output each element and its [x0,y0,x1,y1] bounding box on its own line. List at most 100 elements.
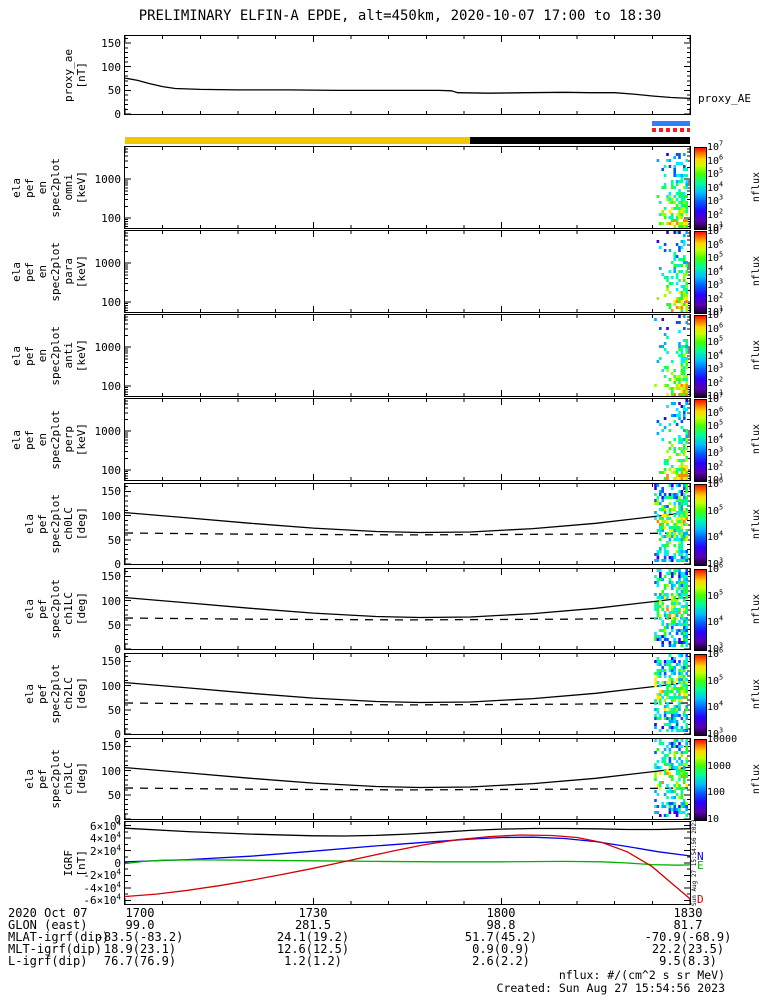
y-ticks [125,400,690,480]
colorbar-title: nflux [751,569,763,649]
y-tick-label: 100 [101,510,121,523]
y-axis-label-line: spec2plot [49,409,62,470]
panel-ch3lc [124,738,691,820]
y-tick-label: 0 [114,558,121,571]
y-axis-label-line: ela [23,599,36,619]
y-axis-label-line: pef [36,684,49,704]
series-loss-cone [125,511,690,534]
colorbar-tick-label: 101 [707,472,724,486]
ephemeris-value: 1.2(1.2) [284,954,342,968]
series-N [125,836,690,863]
y-tick-label: 100 [101,380,121,393]
series-loss-cone [125,681,690,704]
y-axis-label-line: ela [10,261,23,282]
time-tick-1730: 1730 [298,906,328,920]
y-axis-label-line: en [36,180,49,195]
time-tick-1700: 1700 [125,906,155,920]
colorbar-title: nflux [751,231,763,312]
colorbar-tick-label: 105 [707,250,724,264]
y-tick-label: 50 [107,789,121,802]
colorbar-tick-label: 100 [707,787,726,798]
y-tick-label: 0 [114,643,121,656]
y-tick-label: 100 [101,765,121,778]
y-ticks [125,316,690,396]
y-tick-label: 0 [114,728,121,741]
y-axis-label-line: spec2plot [49,749,62,809]
y-tick-label: 50 [107,534,121,547]
y-axis-label-line: spec2plot [49,241,62,302]
ephemeris-value: 76.7(76.9) [103,954,177,968]
colorbar-tick-label: 103 [707,641,724,655]
panel-igrf [124,821,691,905]
y-tick-label: 150 [101,37,121,50]
colorbar-tick-label: 106 [707,646,724,660]
colorbar-tick-label: 104 [707,699,724,713]
y-ticks [125,655,690,734]
y-tick-label: 100 [101,464,121,477]
y-ticks [125,825,690,901]
colorbar-tick-label: 103 [707,277,724,291]
colorbar-title-text: nflux [751,593,762,625]
colorbar-ch1lc [694,569,707,651]
created-timestamp: Created: Sun Aug 27 15:54:56 2023 [496,981,725,995]
colorbar-tick-label: 104 [707,348,724,362]
series-label-E: E [697,859,704,872]
colorbar-tick-label: 105 [707,588,724,602]
ephemeris-value: 12.6(12.5) [276,942,350,956]
y-tick-label: 50 [107,84,121,97]
series-loss-cone [125,766,690,789]
panel-en_omni [124,146,691,229]
y-tick-label: 150 [101,740,121,753]
ephemeris-value: 22.2(23.5) [651,942,725,956]
y-axis-label-line: ela [10,429,23,450]
series-anti-loss-cone [125,702,690,706]
x-ticks [125,654,690,734]
ephemeris-row-label: L-igrf(dip) [8,954,88,968]
ephemeris-value: 81.7 [673,918,703,932]
y-ticks [125,37,690,114]
y-axis-label-line: pef [23,429,36,450]
y-tick-label: 100 [101,296,121,309]
y-axis-label-line: spec2plot [49,664,62,724]
colorbar-tick-label: 105 [707,334,724,348]
panel-ch1lc [124,568,691,650]
colorbar-tick-label: 103 [707,193,724,207]
y-axis-label-line: pef [23,345,36,366]
colorbar-tick-label: 1000 [707,761,732,772]
colorbar-tick-label: 104 [707,529,724,543]
series-label-N: N [697,850,704,863]
colorbar-tick-label: 105 [707,418,724,432]
y-axis-label-line: pef [23,261,36,282]
colorbar-tick-label: 104 [707,264,724,278]
y-tick-label: 150 [101,655,121,668]
orbit-bar-segment-1 [125,137,471,144]
y-axis-label-line: ela [10,177,23,198]
y-tick-label: 50 [107,704,121,717]
colorbar-tick-label: 107 [707,139,724,153]
x-ticks [125,315,690,396]
panel-ch0lc [124,483,691,565]
panel-en_anti [124,314,691,397]
colorbar-tick-label: 104 [707,180,724,194]
status-flag-blue [652,121,690,126]
colorbar-title-text: nflux [751,678,762,710]
ephemeris-value: 51.7(45.2) [464,930,538,944]
x-ticks [125,147,690,228]
colorbar-tick-label: 10000 [707,734,738,745]
colorbar-title: nflux [751,654,763,734]
x-ticks [125,231,690,312]
y-tick-label: 1000 [94,257,122,270]
colorbar-tick-label: 106 [707,153,724,167]
colorbar-title-text: nflux [751,508,762,540]
series-E [125,859,690,866]
x-ticks [125,569,690,649]
y-axis-label-line: ela [23,684,36,704]
heatmap-burst [654,739,688,817]
x-ticks [125,36,690,114]
colorbar-tick-label: 101 [707,220,724,234]
series-anti-loss-cone [125,617,690,621]
colorbar-tick-label: 101 [707,388,724,402]
right-label-proxy_AE: proxy_AE [698,92,751,105]
colorbar-tick-label: 102 [707,459,724,473]
colorbar-ch0lc [694,484,707,566]
